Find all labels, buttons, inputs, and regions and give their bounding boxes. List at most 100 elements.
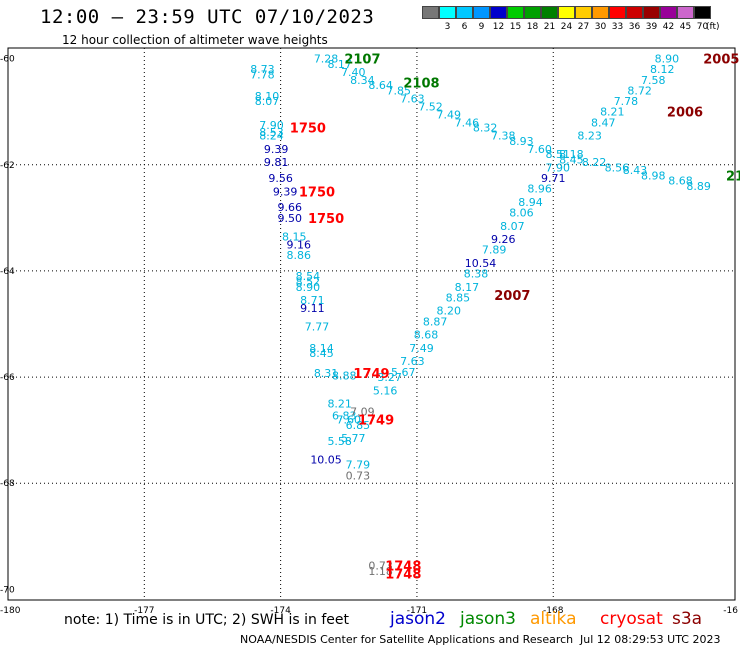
wave-height-value: 8.21 [327, 398, 352, 411]
pass-time-label: 2108 [403, 77, 439, 92]
legend-swatch [609, 6, 626, 19]
pass-time-label: 2107 [344, 53, 380, 68]
legend-label: 33 [611, 22, 624, 32]
wave-height-value: 8.47 [591, 116, 616, 129]
legend-label: 15 [509, 22, 522, 32]
footer-credit: NOAA/NESDIS Center for Satellite Applica… [240, 633, 574, 646]
wave-height-value: 7.79 [346, 459, 371, 472]
pass-time-label: 2006 [667, 106, 703, 121]
wave-height-value: 8.93 [509, 135, 534, 148]
legend-label: 30 [594, 22, 607, 32]
wave-height-value: 8.88 [332, 369, 357, 382]
legend-swatch [422, 6, 439, 19]
wave-height-value: 8.15 [282, 230, 307, 243]
wave-height-value: 8.71 [300, 294, 325, 307]
wave-height-value: 8.22 [582, 156, 607, 169]
lat-tick-label: -70 [0, 585, 15, 595]
wave-height-value: 8.12 [650, 63, 675, 76]
header-subtitle: 12 hour collection of altimeter wave hei… [62, 33, 328, 47]
lon-tick-label: -171 [407, 606, 427, 616]
wave-height-value: 8.23 [577, 130, 602, 143]
wave-height-value: 7.09 [350, 406, 375, 419]
wave-height-value: 8.07 [255, 95, 280, 108]
satellite-jason2: jason2 [390, 609, 446, 629]
wave-height-value: 9.81 [264, 156, 289, 169]
legend-swatch [626, 6, 643, 19]
wave-height-value: 7.40 [341, 66, 366, 79]
legend-swatch [439, 6, 456, 19]
wave-height-value: 9.11 [300, 302, 325, 315]
legend-label: 18 [526, 22, 539, 32]
wave-height-value: 8.17 [327, 58, 352, 71]
wave-height-value: 9.66 [277, 201, 302, 214]
pass-time-label: 1750 [290, 122, 326, 137]
satellite-s3a: s3a [672, 609, 703, 629]
wave-height-value: 8.90 [296, 281, 321, 294]
wave-height-value: 7.78 [614, 95, 639, 108]
pass-time-label: 1748 [385, 567, 421, 582]
wave-height-value: 8.14 [309, 342, 334, 355]
legend-label: 27 [577, 22, 590, 32]
lat-tick-label: -60 [0, 55, 15, 65]
wave-height-value: 8.90 [655, 53, 680, 66]
wave-height-value: 7.60 [337, 414, 362, 427]
wave-height-value: 7.78 [250, 69, 275, 82]
lat-tick-label: -68 [0, 479, 15, 489]
pass-time-label: 1750 [299, 185, 335, 200]
wave-height-value: 8.54 [296, 270, 321, 283]
wave-height-value: 8.06 [509, 207, 534, 220]
legend-swatch [541, 6, 558, 19]
wave-height-value: 7.77 [305, 321, 330, 334]
wave-height-value: 9.56 [268, 172, 293, 185]
legend-label: 70 [696, 22, 709, 32]
legend-swatch [575, 6, 592, 19]
wave-height-value: 8.87 [423, 315, 448, 328]
wave-height-value: 8.32 [473, 122, 498, 135]
wave-height-value: 7.89 [482, 244, 507, 257]
wave-height-value: 6.85 [346, 419, 371, 432]
wave-height-value: 8.21 [600, 106, 625, 119]
wave-height-value: 5.58 [327, 435, 352, 448]
wave-height-value: 7.58 [641, 74, 666, 87]
legend-swatch [660, 6, 677, 19]
wave-height-value: 8.20 [436, 305, 461, 318]
wave-height-value: 8.68 [414, 329, 439, 342]
legend-label: 6 [461, 22, 468, 32]
wave-height-value: 7.28 [314, 53, 339, 66]
satellite-cryosat: cryosat [600, 609, 663, 629]
pass-time-label: 1749 [358, 414, 394, 429]
wave-height-value: 5.16 [373, 384, 398, 397]
wave-height-value: 7.90 [259, 119, 284, 132]
legend-swatch [677, 6, 694, 19]
wave-height-value: 5.67 [391, 366, 416, 379]
wave-height-value: 1.18 [368, 565, 393, 578]
footer-note: note: 1) Time is in UTC; 2) SWH is in fe… [64, 612, 350, 628]
wave-height-value: 8.64 [368, 79, 393, 92]
wave-height-value: 8.17 [455, 281, 480, 294]
wave-height-value: 9.39 [264, 143, 289, 156]
wave-height-value: 7.52 [418, 100, 443, 113]
pass-time-label: 2005 [703, 53, 739, 68]
wave-height-value: 7.49 [436, 108, 461, 121]
wave-height-value: 9.26 [491, 233, 516, 246]
wave-height-value: 7.85 [387, 84, 412, 97]
wave-height-value: 8.10 [255, 90, 280, 103]
wave-height-value: 8.89 [686, 180, 711, 193]
legend-label: 3 [444, 22, 451, 32]
pass-time-label: 1749 [353, 367, 389, 382]
lat-tick-label: -62 [0, 161, 15, 171]
legend-swatch [507, 6, 524, 19]
legend-swatch [524, 6, 541, 19]
legend-swatch [592, 6, 609, 19]
wave-height-value: 7.90 [546, 161, 571, 174]
wave-height-value: 8.73 [250, 63, 275, 76]
wave-height-value: 8.07 [500, 220, 525, 233]
legend-label: 9 [478, 22, 485, 32]
wave-height-value: 8.68 [668, 175, 693, 188]
wave-height-value: 9.71 [541, 172, 566, 185]
wave-height-value: 8.31 [314, 367, 339, 380]
pass-time-label: 2007 [494, 289, 530, 304]
lon-tick-label: -16 [723, 606, 738, 616]
wave-height-value: 8.86 [287, 249, 312, 262]
legend-swatch [473, 6, 490, 19]
